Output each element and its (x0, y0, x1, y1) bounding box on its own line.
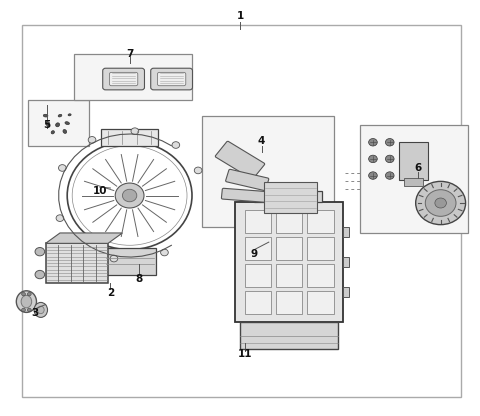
Circle shape (35, 270, 45, 279)
Circle shape (161, 249, 168, 256)
Ellipse shape (34, 302, 48, 317)
Circle shape (122, 189, 137, 202)
Ellipse shape (58, 114, 62, 117)
Bar (74, 54, 192, 100)
Bar (343, 257, 349, 267)
Circle shape (27, 308, 31, 312)
Bar (276, 237, 302, 260)
Bar (343, 287, 349, 297)
Bar (245, 237, 271, 260)
Circle shape (369, 139, 377, 146)
Ellipse shape (51, 131, 54, 134)
FancyBboxPatch shape (151, 68, 192, 90)
Text: 11: 11 (238, 349, 252, 359)
Ellipse shape (68, 114, 71, 116)
FancyBboxPatch shape (109, 72, 138, 86)
Bar (307, 291, 334, 314)
Text: 10: 10 (93, 186, 107, 196)
Bar (22, 25, 461, 397)
Circle shape (110, 255, 118, 262)
Circle shape (425, 190, 456, 216)
Ellipse shape (63, 129, 67, 134)
Bar (245, 210, 271, 233)
Circle shape (22, 292, 25, 296)
Text: 2: 2 (107, 288, 114, 298)
Circle shape (435, 198, 446, 208)
Bar (276, 264, 302, 287)
Ellipse shape (43, 114, 48, 117)
Circle shape (194, 167, 202, 174)
Bar (28, 100, 89, 146)
Text: 8: 8 (135, 274, 143, 284)
Bar (307, 264, 334, 287)
Circle shape (385, 172, 394, 179)
FancyBboxPatch shape (221, 188, 273, 203)
Ellipse shape (46, 122, 50, 126)
Circle shape (59, 165, 66, 171)
Bar (245, 264, 271, 287)
Bar (245, 291, 271, 314)
Text: 7: 7 (126, 49, 133, 59)
Circle shape (35, 248, 45, 256)
Bar (307, 210, 334, 233)
Ellipse shape (65, 122, 70, 124)
Bar (46, 243, 108, 283)
Ellipse shape (56, 123, 60, 127)
Bar (399, 142, 428, 180)
FancyBboxPatch shape (216, 141, 264, 179)
Bar (360, 125, 468, 233)
Text: 9: 9 (251, 249, 258, 259)
Bar (276, 210, 302, 233)
Bar (254, 191, 322, 202)
Ellipse shape (37, 306, 44, 314)
Circle shape (172, 142, 180, 149)
Circle shape (88, 136, 96, 143)
FancyBboxPatch shape (226, 169, 269, 191)
FancyBboxPatch shape (157, 72, 186, 86)
Bar (404, 178, 423, 186)
Circle shape (369, 172, 377, 179)
Text: 3: 3 (31, 308, 38, 318)
Text: 4: 4 (258, 136, 265, 146)
Bar (235, 202, 343, 322)
Bar (103, 248, 156, 275)
Circle shape (385, 139, 394, 146)
Bar (276, 291, 302, 314)
Bar (307, 237, 334, 260)
Ellipse shape (21, 295, 32, 308)
Circle shape (27, 292, 31, 296)
Circle shape (131, 128, 139, 134)
Bar (240, 322, 338, 349)
Ellipse shape (16, 291, 36, 312)
Bar (264, 182, 317, 213)
Circle shape (385, 155, 394, 163)
Circle shape (369, 155, 377, 163)
Polygon shape (46, 233, 122, 243)
Circle shape (416, 181, 466, 225)
FancyBboxPatch shape (103, 68, 144, 90)
Text: 5: 5 (43, 120, 51, 130)
Circle shape (22, 308, 25, 312)
Circle shape (115, 183, 144, 208)
Bar (101, 129, 158, 146)
Bar (202, 116, 334, 227)
Text: 6: 6 (414, 163, 421, 173)
Text: 1: 1 (236, 11, 244, 21)
Bar (343, 227, 349, 237)
Circle shape (56, 215, 64, 221)
